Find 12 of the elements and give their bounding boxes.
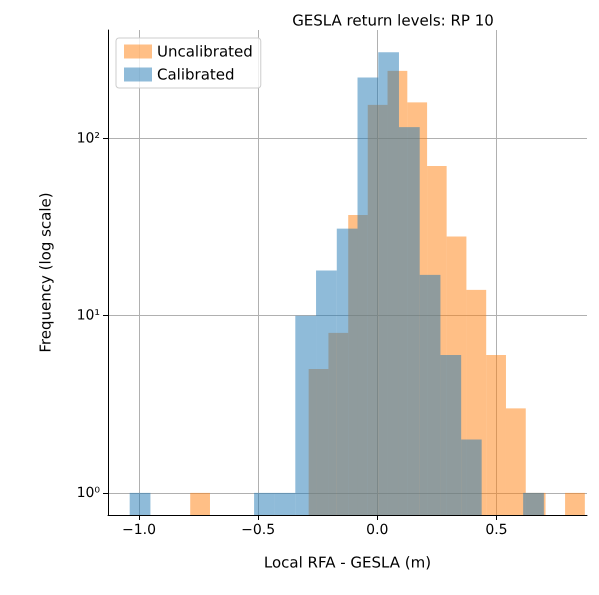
x-tick-label: 0.0 [366, 522, 388, 538]
y-tick-label: 10⁰ [76, 484, 100, 501]
x-tick-label: −0.5 [241, 522, 276, 538]
chart-title: GESLA return levels: RP 10 [292, 12, 494, 30]
x-axis-title: Local RFA - GESLA (m) [264, 554, 432, 572]
y-tick-label: 10² [76, 130, 100, 147]
x-tick-label: 0.5 [485, 522, 508, 538]
legend-label: Calibrated [157, 66, 235, 84]
legend-label: Uncalibrated [157, 42, 253, 60]
y-axis-title: Frequency (log scale) [36, 192, 54, 353]
y-tick-label: 10¹ [76, 308, 100, 324]
x-tick-label: −1.0 [122, 522, 156, 538]
